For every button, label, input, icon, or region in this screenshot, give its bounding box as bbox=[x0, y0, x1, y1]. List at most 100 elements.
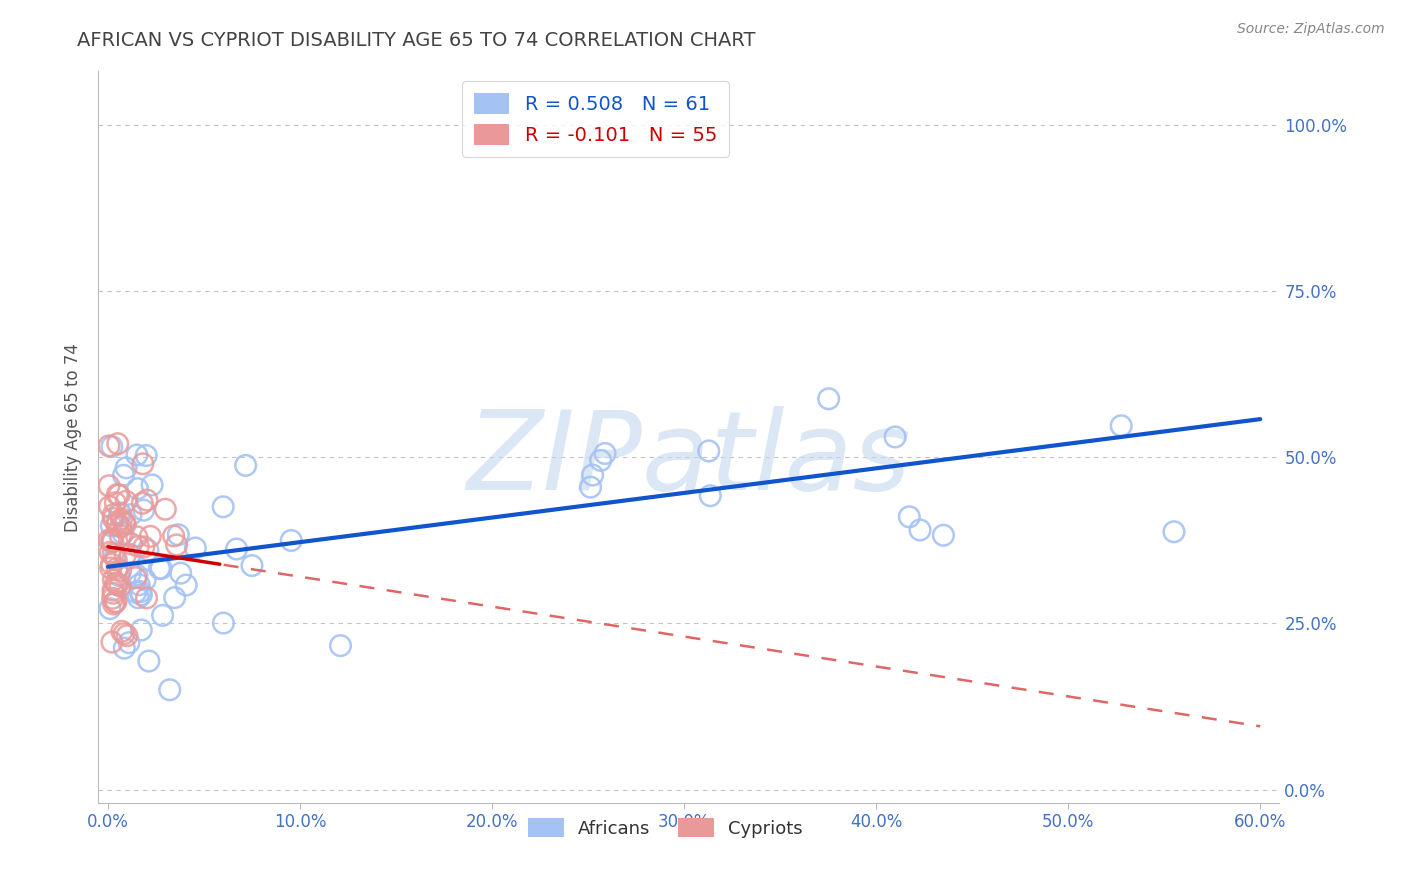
Point bbox=[120, 566, 142, 580]
Point bbox=[110, 512, 132, 526]
Point bbox=[98, 601, 121, 615]
Point bbox=[125, 585, 148, 599]
Point bbox=[898, 509, 921, 524]
Point bbox=[104, 496, 127, 510]
Point bbox=[134, 573, 156, 587]
Point bbox=[132, 503, 155, 517]
Point bbox=[98, 479, 121, 493]
Point bbox=[108, 579, 131, 593]
Point bbox=[98, 533, 121, 547]
Point bbox=[884, 430, 907, 444]
Point bbox=[101, 440, 124, 454]
Point bbox=[148, 561, 170, 575]
Point bbox=[697, 444, 720, 458]
Point bbox=[112, 626, 135, 640]
Point bbox=[115, 460, 138, 475]
Point bbox=[100, 518, 122, 533]
Point bbox=[107, 515, 129, 529]
Point bbox=[589, 453, 612, 467]
Point bbox=[135, 591, 157, 605]
Point bbox=[120, 508, 142, 522]
Point bbox=[105, 595, 128, 609]
Point bbox=[112, 468, 135, 483]
Point bbox=[235, 458, 257, 473]
Point bbox=[167, 527, 190, 541]
Point bbox=[131, 496, 153, 510]
Point bbox=[932, 528, 955, 542]
Point bbox=[101, 586, 124, 600]
Point bbox=[129, 623, 152, 637]
Y-axis label: Disability Age 65 to 74: Disability Age 65 to 74 bbox=[65, 343, 83, 532]
Point bbox=[101, 591, 124, 606]
Point bbox=[114, 549, 136, 563]
Point bbox=[103, 511, 125, 525]
Point bbox=[110, 507, 132, 521]
Point bbox=[118, 636, 141, 650]
Point bbox=[136, 493, 159, 508]
Point bbox=[98, 439, 121, 453]
Text: ZIPatlas: ZIPatlas bbox=[467, 406, 911, 513]
Point bbox=[120, 537, 142, 551]
Point bbox=[100, 535, 122, 549]
Point bbox=[135, 449, 157, 463]
Point bbox=[110, 564, 132, 578]
Point bbox=[114, 517, 136, 532]
Point bbox=[125, 448, 148, 462]
Point bbox=[120, 548, 142, 562]
Point bbox=[108, 488, 131, 502]
Point bbox=[129, 584, 152, 599]
Point bbox=[170, 566, 193, 581]
Point bbox=[155, 502, 177, 516]
Point bbox=[105, 561, 128, 575]
Point bbox=[131, 588, 153, 602]
Point bbox=[104, 576, 127, 591]
Point bbox=[112, 641, 135, 656]
Point bbox=[125, 568, 148, 582]
Point bbox=[100, 561, 122, 575]
Point bbox=[104, 550, 127, 565]
Point bbox=[127, 540, 149, 554]
Point bbox=[100, 557, 122, 571]
Point bbox=[118, 548, 141, 562]
Point bbox=[101, 583, 124, 598]
Point bbox=[212, 616, 235, 631]
Point bbox=[101, 635, 124, 649]
Point bbox=[104, 595, 127, 609]
Point bbox=[593, 446, 616, 460]
Point bbox=[1163, 524, 1185, 539]
Legend: Africans, Cypriots: Africans, Cypriots bbox=[520, 811, 810, 845]
Point bbox=[105, 552, 128, 566]
Point bbox=[280, 533, 302, 548]
Text: Source: ZipAtlas.com: Source: ZipAtlas.com bbox=[1237, 22, 1385, 37]
Text: AFRICAN VS CYPRIOT DISABILITY AGE 65 TO 74 CORRELATION CHART: AFRICAN VS CYPRIOT DISABILITY AGE 65 TO … bbox=[77, 31, 756, 50]
Point bbox=[184, 541, 207, 555]
Point bbox=[225, 541, 247, 556]
Point bbox=[101, 534, 124, 549]
Point bbox=[112, 526, 135, 541]
Point bbox=[136, 543, 159, 558]
Point bbox=[110, 520, 132, 534]
Point bbox=[125, 530, 148, 544]
Point bbox=[1109, 418, 1132, 433]
Point bbox=[699, 489, 721, 503]
Point bbox=[159, 682, 181, 697]
Point bbox=[817, 392, 839, 406]
Point bbox=[132, 540, 155, 554]
Point bbox=[579, 480, 602, 494]
Point bbox=[329, 639, 352, 653]
Point bbox=[115, 629, 138, 643]
Point bbox=[240, 558, 263, 573]
Point bbox=[105, 518, 128, 533]
Point bbox=[141, 478, 163, 492]
Point bbox=[105, 487, 128, 501]
Point bbox=[103, 573, 125, 587]
Point bbox=[163, 529, 186, 543]
Point bbox=[152, 608, 174, 623]
Point bbox=[166, 538, 188, 552]
Point bbox=[581, 468, 603, 483]
Point bbox=[98, 500, 121, 514]
Point bbox=[127, 482, 149, 496]
Point bbox=[110, 528, 132, 542]
Point bbox=[101, 508, 124, 522]
Point bbox=[150, 561, 173, 575]
